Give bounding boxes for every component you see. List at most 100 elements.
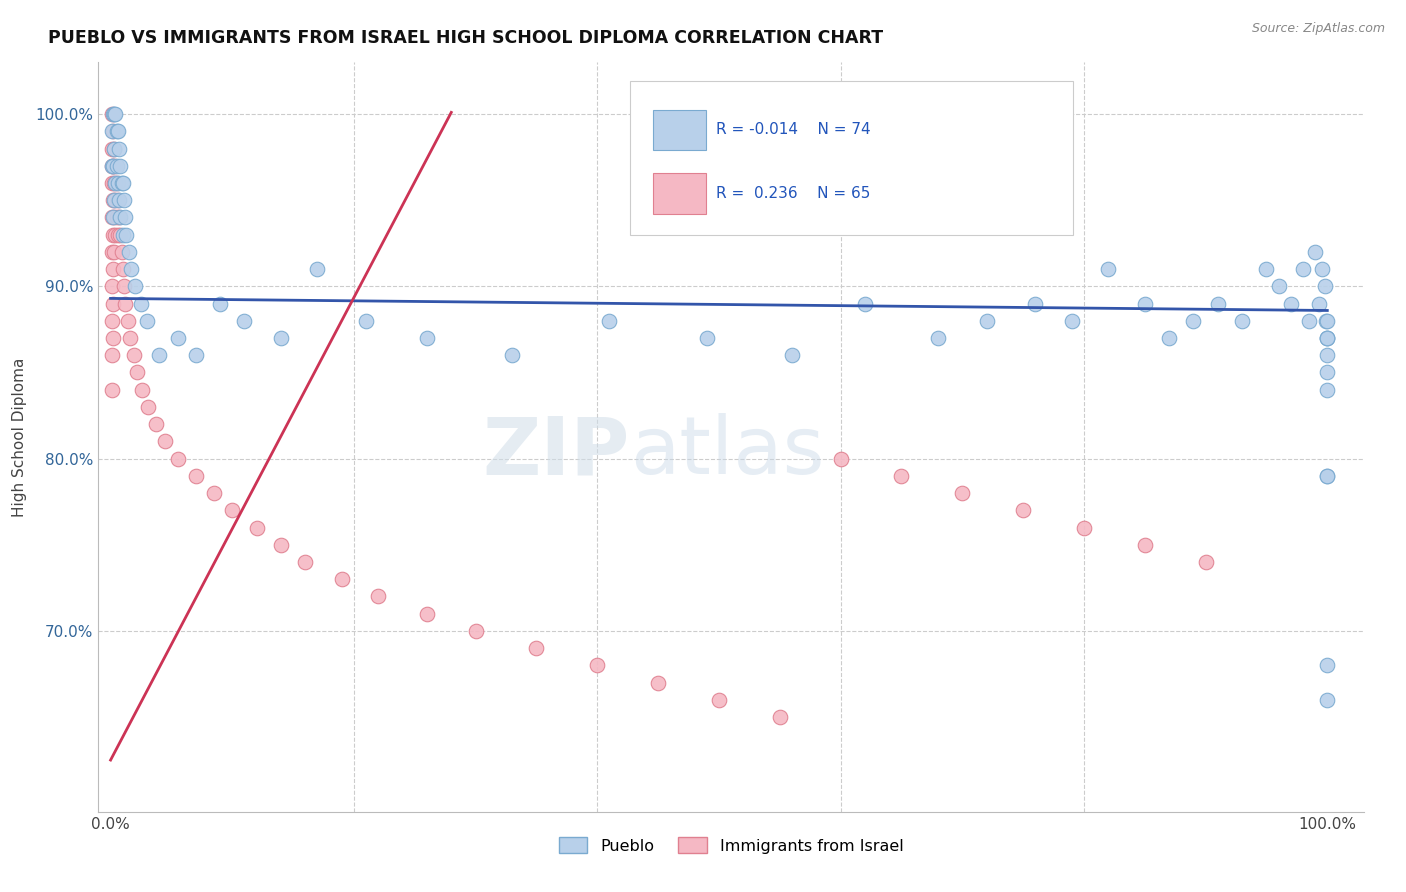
Pueblo (1182, 314, 1205, 328)
Pueblo (101, 211, 124, 225)
Immigrants from Israel (1073, 520, 1095, 534)
Pueblo (1316, 692, 1339, 706)
Immigrants from Israel (890, 468, 912, 483)
Immigrants from Israel (136, 400, 159, 414)
Immigrants from Israel (416, 607, 439, 621)
Immigrants from Israel (104, 227, 127, 242)
Pueblo (1312, 262, 1334, 277)
Immigrants from Israel (647, 675, 669, 690)
Pueblo (114, 211, 136, 225)
Pueblo (1298, 314, 1320, 328)
Text: Source: ZipAtlas.com: Source: ZipAtlas.com (1251, 22, 1385, 36)
Pueblo (1256, 262, 1278, 277)
Text: PUEBLO VS IMMIGRANTS FROM ISRAEL HIGH SCHOOL DIPLOMA CORRELATION CHART: PUEBLO VS IMMIGRANTS FROM ISRAEL HIGH SC… (48, 29, 883, 47)
Pueblo (209, 296, 232, 310)
Immigrants from Israel (122, 348, 145, 362)
Pueblo (118, 244, 141, 259)
Immigrants from Israel (101, 193, 124, 207)
Immigrants from Israel (101, 124, 124, 138)
Immigrants from Israel (101, 348, 124, 362)
Pueblo (1316, 348, 1339, 362)
FancyBboxPatch shape (630, 81, 1073, 235)
Pueblo (101, 159, 124, 173)
Pueblo (108, 142, 131, 156)
Pueblo (101, 159, 124, 173)
Pueblo (148, 348, 170, 362)
Immigrants from Israel (101, 314, 124, 328)
Immigrants from Israel (104, 159, 127, 173)
Immigrants from Israel (111, 262, 134, 277)
Pueblo (124, 279, 146, 293)
Immigrants from Israel (830, 451, 852, 466)
Pueblo (1316, 658, 1339, 673)
Legend: Pueblo, Immigrants from Israel: Pueblo, Immigrants from Israel (553, 830, 910, 860)
Immigrants from Israel (127, 366, 149, 380)
Pueblo (416, 331, 439, 345)
Pueblo (1206, 296, 1229, 310)
Immigrants from Israel (120, 331, 141, 345)
Immigrants from Israel (110, 227, 132, 242)
Immigrants from Israel (104, 193, 127, 207)
Immigrants from Israel (202, 486, 225, 500)
Pueblo (1313, 279, 1336, 293)
Pueblo (111, 227, 134, 242)
Pueblo (1230, 314, 1253, 328)
Immigrants from Israel (221, 503, 243, 517)
Immigrants from Israel (101, 176, 124, 190)
Immigrants from Israel (245, 520, 267, 534)
Immigrants from Israel (101, 227, 124, 242)
Pueblo (136, 314, 159, 328)
Immigrants from Israel (108, 211, 131, 225)
Pueblo (103, 142, 125, 156)
Immigrants from Israel (101, 331, 124, 345)
Pueblo (108, 193, 131, 207)
Pueblo (1024, 296, 1046, 310)
Immigrants from Israel (117, 314, 139, 328)
Pueblo (307, 262, 329, 277)
Immigrants from Israel (367, 590, 389, 604)
Immigrants from Israel (103, 142, 125, 156)
Immigrants from Israel (105, 176, 128, 190)
Immigrants from Israel (103, 176, 125, 190)
Pueblo (104, 176, 127, 190)
Pueblo (696, 331, 718, 345)
Pueblo (1316, 331, 1339, 345)
Immigrants from Israel (101, 159, 124, 173)
Pueblo (927, 331, 949, 345)
Immigrants from Israel (101, 262, 124, 277)
Pueblo (976, 314, 998, 328)
Immigrants from Israel (464, 624, 486, 638)
Immigrants from Israel (586, 658, 609, 673)
Immigrants from Israel (1012, 503, 1035, 517)
Immigrants from Israel (270, 538, 292, 552)
Pueblo (1315, 314, 1337, 328)
Immigrants from Israel (769, 710, 792, 724)
Immigrants from Israel (103, 244, 125, 259)
Y-axis label: High School Diploma: High School Diploma (13, 358, 27, 516)
Pueblo (105, 124, 128, 138)
Pueblo (1159, 331, 1181, 345)
Immigrants from Israel (101, 296, 124, 310)
Pueblo (233, 314, 256, 328)
Immigrants from Israel (1194, 555, 1216, 569)
Pueblo (1133, 296, 1156, 310)
Pueblo (1316, 383, 1339, 397)
Immigrants from Israel (101, 142, 124, 156)
Pueblo (184, 348, 207, 362)
Immigrants from Israel (101, 107, 124, 121)
Pueblo (598, 314, 620, 328)
Pueblo (1316, 331, 1339, 345)
Pueblo (354, 314, 377, 328)
Pueblo (129, 296, 152, 310)
Pueblo (1316, 468, 1339, 483)
Immigrants from Israel (145, 417, 167, 432)
Pueblo (1316, 314, 1339, 328)
Immigrants from Israel (101, 244, 124, 259)
Text: ZIP: ZIP (482, 413, 630, 491)
Immigrants from Israel (166, 451, 188, 466)
Pueblo (1279, 296, 1302, 310)
Pueblo (104, 107, 127, 121)
Pueblo (110, 176, 132, 190)
Immigrants from Israel (101, 279, 124, 293)
Pueblo (115, 227, 138, 242)
